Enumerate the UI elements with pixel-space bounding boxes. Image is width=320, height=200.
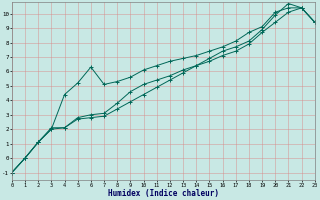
- X-axis label: Humidex (Indice chaleur): Humidex (Indice chaleur): [108, 189, 219, 198]
